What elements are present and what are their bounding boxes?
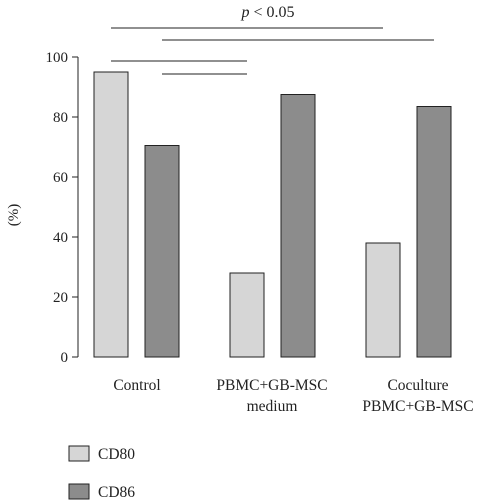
legend-swatch-cd86 bbox=[68, 483, 90, 500]
x-category-label: medium bbox=[247, 398, 298, 415]
y-axis-title: (%) bbox=[6, 204, 22, 227]
legend-label-cd86: CD86 bbox=[98, 484, 135, 500]
y-tick-label: 0 bbox=[61, 350, 69, 366]
x-category-label: Coculture bbox=[387, 377, 448, 394]
bar-cd86 bbox=[416, 106, 452, 358]
legend-swatch-cd80 bbox=[68, 445, 90, 462]
y-tick-label: 100 bbox=[46, 50, 69, 66]
y-tick-label: 20 bbox=[53, 290, 68, 306]
bar-cd86 bbox=[280, 94, 316, 358]
bar-cd80 bbox=[229, 272, 265, 358]
significance-label-rest: < 0.05 bbox=[249, 4, 294, 21]
legend-label-cd80: CD80 bbox=[98, 446, 135, 463]
bar-cd80 bbox=[365, 242, 401, 358]
y-tick-label: 40 bbox=[53, 230, 68, 246]
significance-label: p < 0.05 bbox=[240, 4, 294, 21]
axes: 0 20 40 60 80 100 (%) Control PBMC+GB-MSC medium C… bbox=[6, 50, 474, 415]
x-category-label: PBMC+GB-MSC bbox=[362, 398, 473, 415]
y-tick-label: 60 bbox=[53, 170, 68, 186]
x-category-label: PBMC+GB-MSC bbox=[216, 377, 327, 394]
x-category-label: Control bbox=[113, 377, 160, 394]
bar-cd86 bbox=[144, 145, 180, 358]
y-tick-label: 80 bbox=[53, 110, 68, 126]
legend: CD80 CD86 bbox=[68, 445, 135, 500]
significance-brackets: p < 0.05 bbox=[111, 4, 434, 75]
bar-cd80 bbox=[93, 71, 129, 358]
bars bbox=[93, 71, 452, 358]
significance-label-italic: p bbox=[240, 4, 249, 21]
